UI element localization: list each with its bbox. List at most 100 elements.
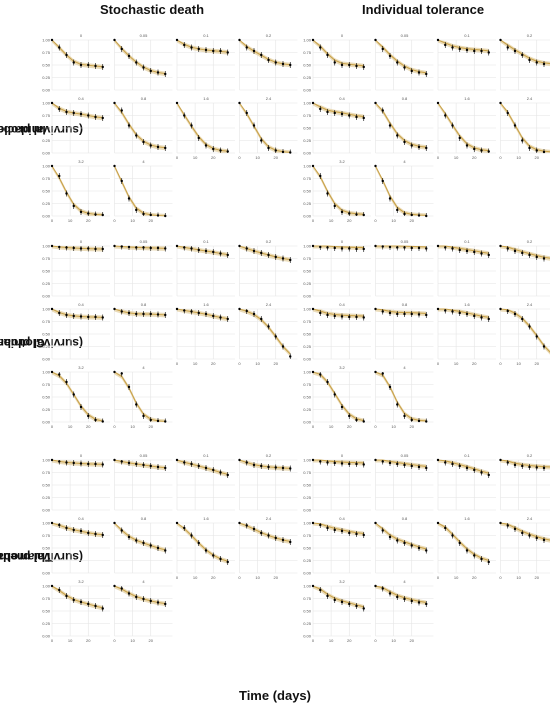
data-point (289, 151, 292, 154)
panel-concentration-label: 0.05 (401, 239, 410, 244)
data-point (521, 139, 524, 142)
panel-concentration-label: 2.4 (266, 516, 272, 521)
data-point (175, 38, 179, 42)
fit-line (312, 371, 364, 422)
data-point (94, 213, 97, 216)
data-point (120, 372, 123, 375)
data-point (58, 588, 61, 592)
data-point (87, 414, 90, 418)
data-point (333, 111, 336, 115)
data-point (58, 174, 61, 178)
data-point (499, 101, 502, 105)
fit-line (176, 245, 228, 256)
data-point (127, 535, 131, 539)
data-point (355, 604, 358, 608)
data-point (521, 251, 524, 255)
data-point (120, 460, 123, 463)
data-point (444, 43, 447, 47)
panel-imidacloprid-stochastic-0: 0 0.00 0.25 0.50 0.75 1.00 (42, 33, 110, 93)
data-point (212, 250, 215, 254)
data-point (65, 594, 68, 598)
panel-imidacloprid-stochastic-3: 0.2 (238, 33, 298, 91)
data-point (197, 311, 200, 315)
data-point (473, 49, 476, 53)
data-point (355, 247, 358, 251)
x-tick-label: 10 (516, 575, 521, 580)
fit-confidence-band (313, 40, 364, 69)
x-tick-label: 10 (255, 575, 260, 580)
data-point (396, 595, 399, 599)
data-point (267, 253, 270, 257)
data-point (120, 310, 123, 313)
panel-imidacloprid-stochastic-6: 1.6 0 10 20 (175, 96, 235, 160)
panel-thiamethoxam-stochastic-3: 0.2 (238, 453, 298, 511)
y-tick-label: 0.50 (303, 63, 312, 68)
data-point (87, 531, 90, 535)
data-point (403, 541, 406, 545)
fit-line (375, 308, 427, 315)
data-point (410, 69, 413, 73)
x-tick-label: 0 (113, 424, 116, 429)
data-point (340, 315, 344, 318)
data-point (451, 462, 454, 466)
x-tick-label: 0 (312, 218, 315, 223)
data-point (87, 315, 90, 319)
data-point (58, 107, 61, 111)
x-tick-label: 0 (176, 361, 179, 366)
data-point (289, 355, 292, 358)
data-point (436, 38, 440, 42)
panel-imidacloprid-individual-0: 0 0.00 0.25 0.50 0.75 1.00 (303, 33, 371, 93)
y-tick-label: 1.00 (42, 38, 51, 43)
data-point (183, 246, 186, 249)
data-point (388, 124, 392, 127)
fit-line (375, 459, 427, 467)
panel-concentration-label: 1.6 (464, 96, 470, 101)
x-tick-label: 20 (410, 638, 415, 643)
data-point (260, 53, 263, 57)
fit-confidence-band (114, 523, 166, 553)
panel-clothianidin-stochastic-8: 3.2 0.00 0.25 0.50 0.75 1.00 0 10 20 (42, 365, 110, 429)
panel-clothianidin-individual-2: 0.1 (436, 239, 496, 297)
fit-line (500, 522, 550, 541)
y-tick-label: 1.00 (303, 584, 312, 589)
data-point (388, 54, 392, 58)
data-point (267, 325, 270, 328)
fit-line (375, 371, 427, 422)
fit-line (239, 245, 291, 261)
data-point (381, 460, 384, 463)
panel-clothianidin-individual-5: 0.8 (374, 302, 434, 360)
data-point (319, 523, 322, 527)
x-tick-label: 0 (499, 361, 502, 366)
data-point (499, 458, 502, 462)
panel-concentration-label: 0 (80, 239, 83, 244)
data-point (120, 109, 123, 112)
data-point (204, 312, 208, 316)
data-point (219, 252, 222, 255)
data-point (333, 461, 336, 465)
fit-line (176, 102, 228, 152)
panel-imidacloprid-individual-3: 0.2 (499, 33, 550, 91)
y-tick-label: 0.00 (42, 214, 51, 219)
panel-imidacloprid-individual-1: 0.05 (374, 33, 434, 91)
data-point (333, 246, 336, 250)
data-point (506, 46, 509, 49)
data-point (319, 245, 322, 249)
data-point (50, 370, 54, 374)
data-point (79, 112, 83, 116)
y-tick-label: 1.00 (42, 307, 51, 312)
data-point (183, 114, 186, 117)
panel-concentration-label: 0.2 (266, 33, 272, 38)
data-point (164, 247, 167, 250)
data-point (535, 149, 538, 152)
panel-thiamethoxam-individual-1: 0.05 (374, 453, 434, 511)
data-point (410, 418, 413, 422)
data-point (65, 246, 68, 249)
data-point (333, 204, 336, 208)
data-point (311, 244, 315, 248)
data-point (403, 312, 406, 316)
data-point (72, 111, 75, 115)
fit-confidence-band (114, 103, 166, 151)
data-point (50, 101, 54, 105)
panel-concentration-label: 0.1 (203, 239, 209, 244)
panel-thiamethoxam-stochastic-9: 4 0 10 20 (113, 579, 173, 643)
